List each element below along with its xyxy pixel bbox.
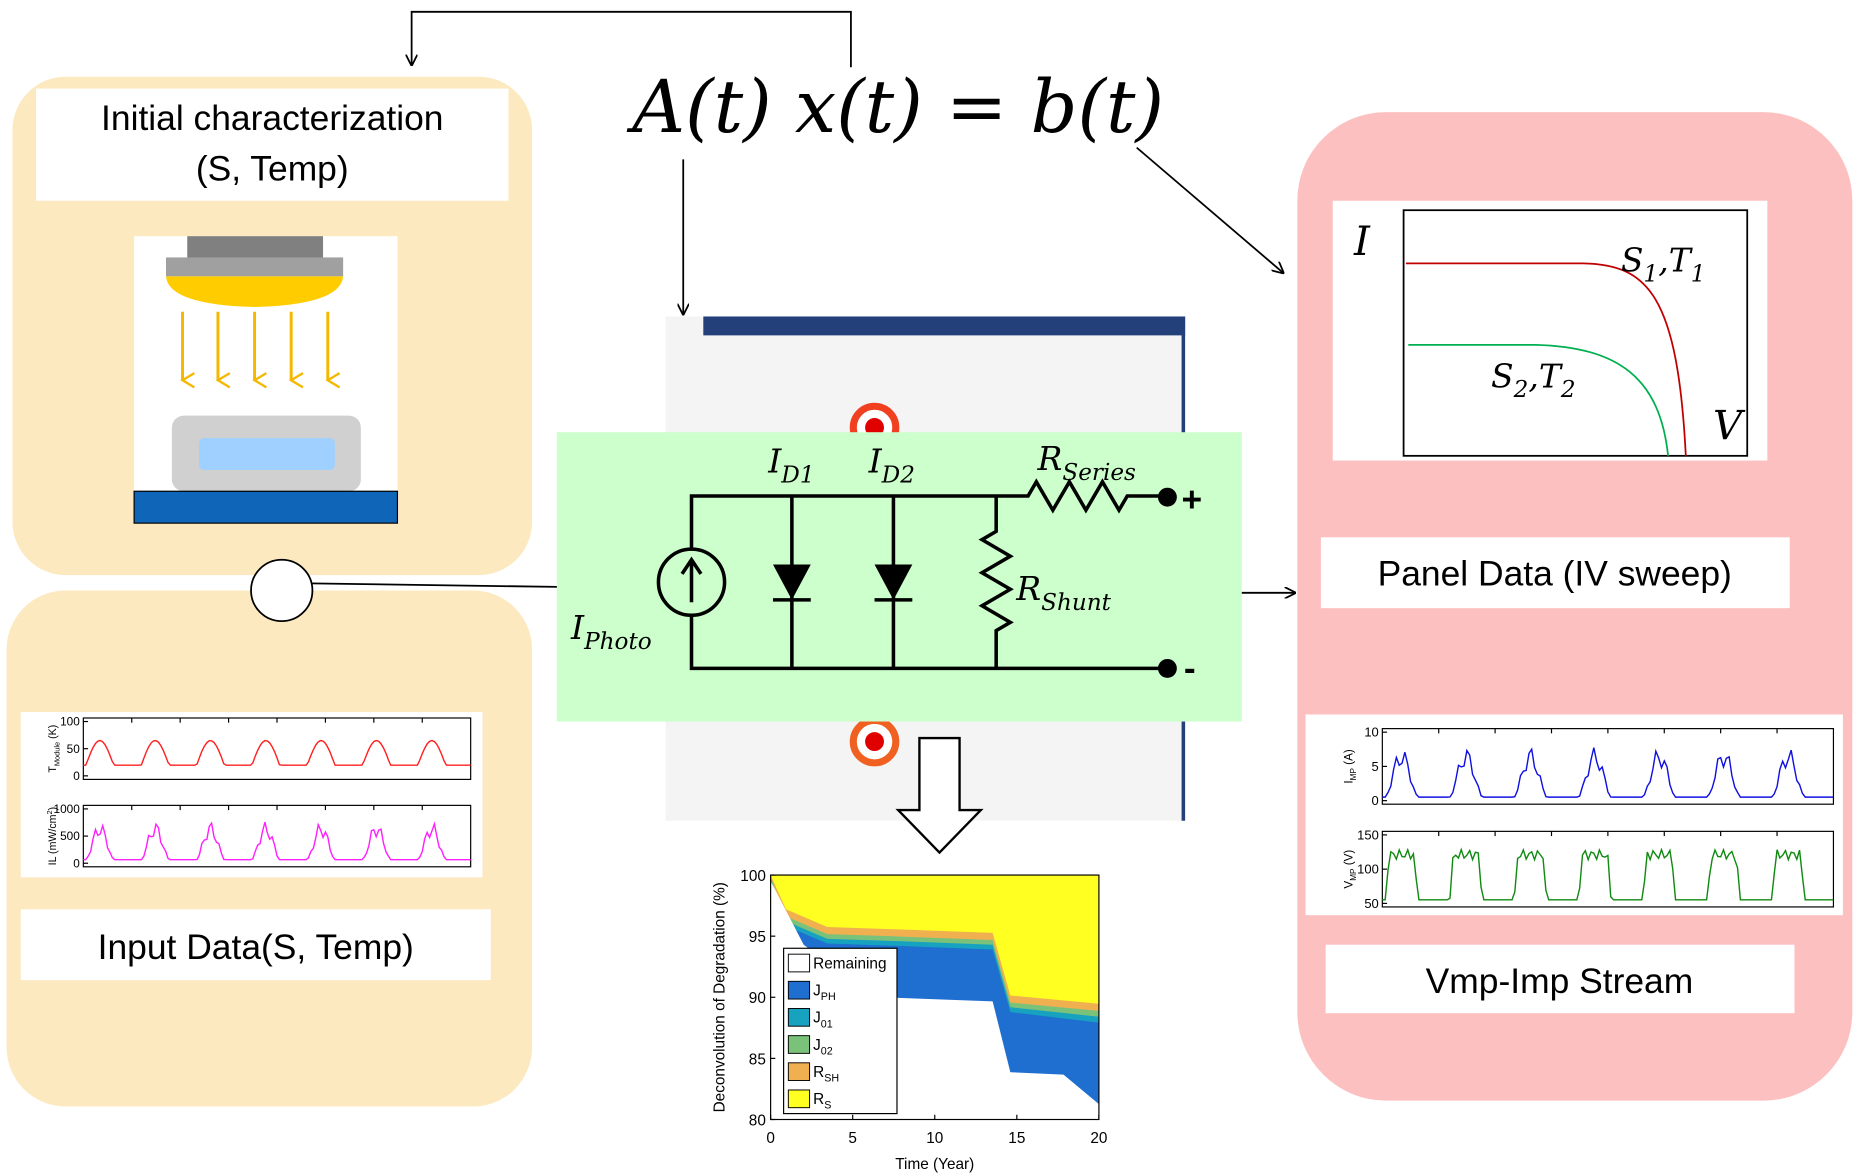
- label-part: Shunt: [1041, 590, 1112, 616]
- y-tick-label: 0: [1372, 793, 1379, 808]
- label-part: I: [570, 608, 585, 647]
- x-tick-label: 0: [766, 1130, 775, 1147]
- label-part: IL (mW/cm: [47, 814, 59, 865]
- x-tick-label: 5: [848, 1130, 857, 1147]
- terminal: [1158, 659, 1177, 678]
- label-part: ,T: [1528, 356, 1564, 395]
- label-part: I: [1342, 780, 1355, 783]
- legend-swatch: [788, 981, 809, 999]
- label-part: I: [767, 441, 782, 480]
- legend-swatch: [788, 1090, 809, 1108]
- y-tick-label: 0: [73, 856, 80, 870]
- box-label: Panel Data (IV sweep): [1378, 554, 1732, 594]
- label-part: 2: [1560, 377, 1576, 403]
- iv-plot: [1333, 201, 1768, 461]
- label-part: (K): [47, 725, 59, 742]
- box-title: (S, Temp): [196, 149, 349, 189]
- y-tick-label: 100: [740, 868, 766, 885]
- label-part: I: [868, 441, 883, 480]
- label-part: R: [1037, 439, 1063, 478]
- axis-label: I: [1353, 219, 1371, 265]
- label-part: T: [47, 766, 59, 773]
- label-part: S: [1621, 241, 1644, 280]
- x-tick-label: 15: [1008, 1130, 1025, 1147]
- label-part: 1: [1691, 262, 1706, 288]
- y-tick-label: 500: [60, 829, 80, 843]
- label-part: 1: [1644, 262, 1659, 288]
- axis-label: V: [1713, 403, 1746, 449]
- terminal-label: +: [1182, 479, 1203, 519]
- label-part: Photo: [583, 629, 652, 655]
- label-part: ,T: [1658, 241, 1694, 280]
- label-part: R: [813, 1064, 824, 1081]
- equation: A(t) x(t) = b(t): [626, 65, 1164, 150]
- y-axis-label: Deconvolution of Degradation (%): [712, 882, 729, 1112]
- y-tick-label: 100: [60, 715, 80, 729]
- label-part: 2: [1513, 377, 1529, 403]
- feedback-arrow: [412, 12, 851, 68]
- y-tick-label: 100: [1357, 862, 1379, 877]
- label-part: D2: [881, 462, 915, 488]
- y-tick-label: 0: [73, 769, 80, 783]
- illumination-illustration: [134, 236, 397, 523]
- y-axis-label: IL (mW/cm2): [45, 807, 59, 866]
- terminal: [1158, 488, 1177, 507]
- x-axis-label: Time (Year): [895, 1156, 974, 1173]
- label-part: ): [47, 807, 59, 811]
- label-part: Remaining: [813, 955, 886, 972]
- diagram: A(t) x(t) = b(t) Initial characterizatio…: [0, 0, 1853, 1175]
- y-tick-label: 80: [749, 1112, 766, 1129]
- y-tick-label: 10: [1364, 725, 1378, 740]
- legend-label: Remaining: [813, 955, 886, 972]
- x-tick-label: 10: [926, 1130, 943, 1147]
- label-part: MP: [1349, 768, 1358, 781]
- y-tick-label: 150: [1357, 827, 1379, 842]
- label-part: MP: [1349, 868, 1358, 881]
- connector: [310, 583, 558, 587]
- label-part: D1: [780, 462, 814, 488]
- legend: [784, 948, 897, 1113]
- junction: [251, 560, 312, 621]
- legend-swatch: [788, 954, 809, 972]
- label-part: Series: [1062, 460, 1136, 486]
- label-part: S: [824, 1100, 831, 1112]
- legend-swatch: [788, 1036, 809, 1054]
- plot-axes: [83, 718, 470, 779]
- label-part: J: [813, 983, 821, 1000]
- y-tick-label: 95: [749, 929, 766, 946]
- terminal-label: -: [1184, 648, 1196, 688]
- label-part: Module: [52, 742, 61, 766]
- label-part: R: [1015, 569, 1041, 608]
- box-title: Initial characterization: [101, 98, 443, 138]
- y-tick-label: 50: [67, 742, 81, 756]
- label-part: (A): [1342, 749, 1355, 768]
- x-tick-label: 20: [1090, 1130, 1107, 1147]
- label-part: J: [813, 1037, 821, 1054]
- label-part: 2: [45, 810, 54, 814]
- y-tick-label: 90: [749, 990, 766, 1007]
- legend-swatch: [788, 1008, 809, 1026]
- plot-axes: [83, 805, 470, 866]
- label-part: S: [1491, 356, 1514, 395]
- label-part: J: [813, 1010, 821, 1027]
- label-part: SH: [824, 1073, 839, 1085]
- label-part: (V): [1342, 850, 1355, 869]
- label-part: PH: [821, 991, 836, 1003]
- y-tick-label: 85: [749, 1051, 766, 1068]
- label-part: V: [1342, 881, 1355, 889]
- page: { "equation": "A(t) x(t) = b(t)", "initi…: [0, 0, 1853, 1175]
- y-tick-label: 5: [1372, 759, 1379, 774]
- y-tick-label: 50: [1364, 896, 1378, 911]
- label-part: R: [813, 1091, 824, 1108]
- box-label: Input Data(S, Temp): [98, 927, 414, 967]
- box-label: Vmp-Imp Stream: [1426, 961, 1694, 1001]
- legend-swatch: [788, 1063, 809, 1081]
- label-part: 02: [821, 1045, 833, 1057]
- arrow: [1137, 148, 1283, 273]
- label-part: 01: [821, 1018, 833, 1030]
